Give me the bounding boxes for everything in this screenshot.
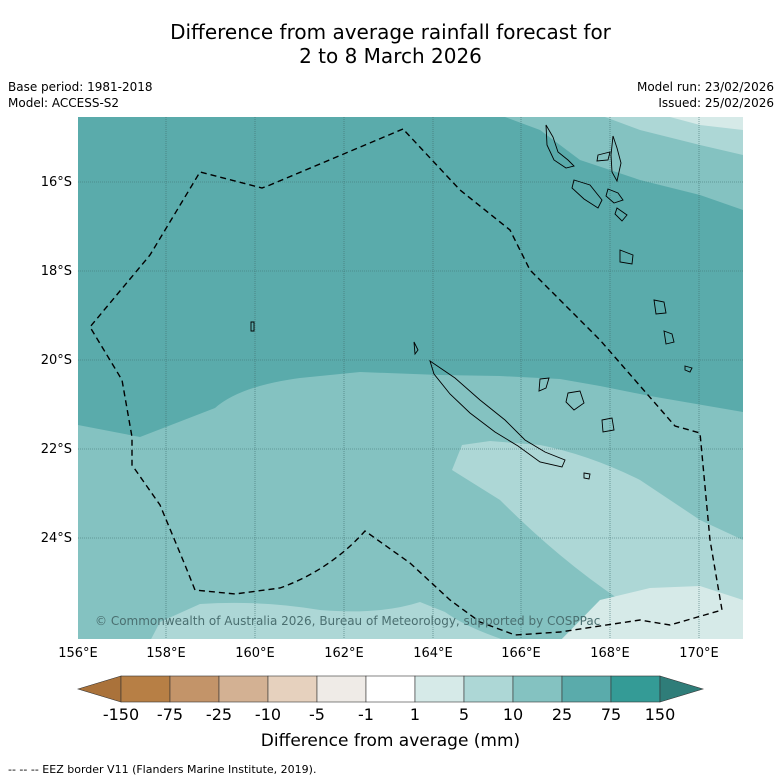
colorbar-swatch-6 — [365, 675, 416, 703]
colorbar-tick-label: 150 — [644, 705, 676, 724]
malekula-island — [571, 179, 603, 209]
epi-island — [614, 207, 628, 222]
lat-label-16s: 16°S — [40, 175, 72, 190]
colorbar-swatch-11 — [610, 675, 661, 703]
colorbar-tick-label: 5 — [458, 705, 470, 724]
rainfall-field — [78, 117, 743, 639]
colorbar-swatch-4 — [267, 675, 318, 703]
colorbar-tick-label: -25 — [205, 705, 233, 724]
colorbar-swatch-3 — [218, 675, 269, 703]
colorbar-extend-high — [659, 675, 705, 703]
colorbar-title: Difference from average (mm) — [260, 731, 521, 751]
lon-label-156e: 156°E — [58, 646, 98, 661]
band-1-5-northeast — [670, 117, 743, 130]
ambae-island — [596, 151, 611, 162]
colorbar-swatch-8 — [463, 675, 514, 703]
espiritu-santo-island — [545, 124, 575, 169]
model-name: Model: ACCESS-S2 — [8, 96, 120, 110]
eez-footnote: -- -- -- EEZ border V11 (Flanders Marine… — [8, 763, 317, 776]
title-line-2: 2 to 8 March 2026 — [299, 44, 482, 68]
colorbar-extend-low — [76, 675, 122, 703]
band-10-25 — [78, 372, 743, 639]
lon-label-168e: 168°E — [590, 646, 630, 661]
mare-island — [601, 417, 615, 433]
chesterfield-islands — [250, 321, 255, 332]
colorbar-tick-label: 75 — [600, 705, 622, 724]
colorbar-tick-label: 25 — [551, 705, 573, 724]
band-5-10-northeast — [605, 117, 743, 155]
lon-label-158e: 158°E — [146, 646, 186, 661]
colorbar-swatch-7 — [414, 675, 465, 703]
band-5-10-east — [452, 441, 743, 607]
band-5-10-south — [151, 602, 502, 639]
lifou-island — [565, 390, 585, 411]
colorbar — [76, 675, 705, 703]
lon-label-160e: 160°E — [235, 646, 275, 661]
colorbar-swatch-9 — [512, 675, 563, 703]
colorbar-tick-label: -1 — [358, 705, 374, 724]
colorbar-tick-label: -150 — [102, 705, 140, 724]
base-period: Base period: 1981-2018 — [8, 80, 153, 94]
lon-label-170e: 170°E — [679, 646, 719, 661]
meta-left: Base period: 1981-2018 Model: ACCESS-S2 — [8, 79, 153, 111]
title-line-1: Difference from average rainfall forecas… — [170, 20, 611, 44]
band-1-5-southeast — [561, 586, 743, 639]
model-run: Model run: 23/02/2026 — [636, 80, 774, 94]
belep-islands — [413, 341, 419, 356]
lat-label-20s: 20°S — [40, 353, 72, 368]
ouvea-island — [538, 377, 550, 392]
colorbar-tick-label: -75 — [156, 705, 184, 724]
copyright-notice: © Commonwealth of Australia 2026, Bureau… — [95, 614, 601, 628]
lat-label-24s: 24°S — [40, 531, 72, 546]
maewo-pentecost-island — [610, 135, 622, 183]
colorbar-tick-label: 10 — [502, 705, 524, 724]
meta-right: Model run: 23/02/2026 Issued: 25/02/2026 — [637, 79, 774, 111]
issued-date: Issued: 25/02/2026 — [658, 96, 774, 110]
colorbar-swatch-1 — [120, 675, 171, 703]
colorbar-swatch-5 — [316, 675, 367, 703]
colorbar-swatch-10 — [561, 675, 612, 703]
aneityum-island — [684, 365, 693, 373]
efate-island — [619, 249, 634, 265]
lon-label-162e: 162°E — [324, 646, 364, 661]
colorbar-tick-label: -10 — [254, 705, 282, 724]
lat-label-18s: 18°S — [40, 264, 72, 279]
colorbar-tick-label: -5 — [309, 705, 325, 724]
tanna-island — [663, 330, 675, 345]
new-caledonia-island — [429, 359, 566, 468]
lon-label-164e: 164°E — [413, 646, 453, 661]
colorbar-tick-label: 1 — [409, 705, 421, 724]
colorbar-swatch-2 — [169, 675, 220, 703]
ambrym-island — [605, 188, 624, 204]
lon-label-166e: 166°E — [501, 646, 541, 661]
erromango-island — [653, 299, 667, 315]
eez-border — [89, 128, 723, 636]
isle-of-pines — [583, 472, 591, 480]
landmasses — [250, 124, 693, 480]
chart-title: Difference from average rainfall forecas… — [0, 20, 781, 68]
lat-label-22s: 22°S — [40, 442, 72, 457]
